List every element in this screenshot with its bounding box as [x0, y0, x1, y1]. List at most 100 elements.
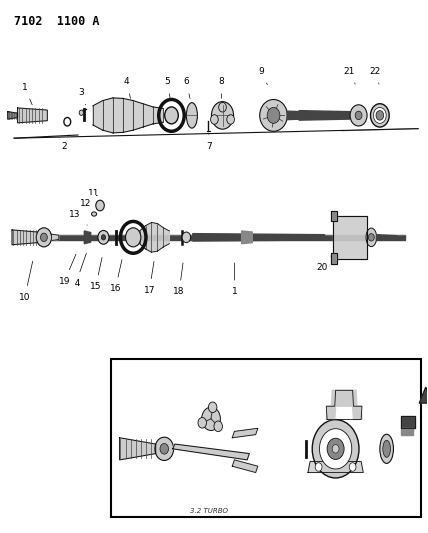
Polygon shape	[163, 228, 169, 247]
Circle shape	[165, 107, 178, 124]
Polygon shape	[103, 98, 113, 133]
Polygon shape	[308, 462, 363, 473]
Text: 30: 30	[281, 406, 294, 415]
Polygon shape	[119, 438, 156, 460]
Text: 14: 14	[70, 253, 86, 288]
Ellipse shape	[383, 440, 390, 457]
Polygon shape	[143, 104, 153, 127]
Polygon shape	[326, 406, 336, 419]
Polygon shape	[353, 406, 362, 419]
Polygon shape	[23, 235, 405, 240]
Text: 19: 19	[59, 254, 76, 286]
Text: 12: 12	[80, 199, 96, 216]
Text: 1: 1	[22, 83, 32, 105]
Polygon shape	[232, 429, 258, 438]
Circle shape	[332, 445, 339, 453]
Circle shape	[267, 108, 280, 123]
Text: 13: 13	[69, 210, 87, 225]
Circle shape	[312, 419, 359, 478]
Circle shape	[101, 235, 106, 240]
Text: 2: 2	[62, 135, 68, 151]
Polygon shape	[333, 216, 367, 259]
Text: 24: 24	[152, 449, 169, 463]
Text: 22: 22	[369, 67, 380, 84]
Circle shape	[371, 104, 389, 127]
Circle shape	[208, 402, 217, 413]
Ellipse shape	[380, 434, 393, 463]
Circle shape	[182, 232, 190, 243]
Circle shape	[227, 115, 235, 124]
Circle shape	[376, 111, 383, 120]
FancyBboxPatch shape	[111, 359, 421, 517]
Ellipse shape	[366, 228, 377, 247]
Circle shape	[211, 115, 218, 124]
Circle shape	[79, 110, 83, 115]
Polygon shape	[123, 99, 133, 132]
Polygon shape	[331, 390, 357, 406]
Circle shape	[96, 200, 104, 211]
Polygon shape	[152, 222, 158, 252]
Text: 26: 26	[271, 477, 285, 492]
Polygon shape	[401, 416, 415, 429]
Polygon shape	[93, 101, 103, 130]
Ellipse shape	[186, 103, 197, 128]
Polygon shape	[140, 225, 146, 249]
Circle shape	[202, 407, 220, 431]
Polygon shape	[18, 108, 48, 123]
Circle shape	[41, 233, 48, 241]
Polygon shape	[146, 222, 152, 252]
Ellipse shape	[260, 100, 287, 131]
Text: 3.2 TURBO: 3.2 TURBO	[190, 508, 228, 514]
Circle shape	[315, 463, 322, 471]
Text: 27: 27	[331, 471, 345, 487]
Circle shape	[155, 437, 174, 461]
Text: 10: 10	[19, 261, 33, 302]
Text: 16: 16	[110, 260, 122, 293]
Text: 20: 20	[317, 253, 333, 272]
Circle shape	[355, 111, 362, 119]
Polygon shape	[158, 223, 163, 251]
Polygon shape	[84, 231, 91, 244]
Polygon shape	[193, 233, 324, 241]
Text: 28: 28	[347, 448, 358, 458]
Text: 15: 15	[90, 257, 102, 291]
Text: 29: 29	[358, 417, 369, 426]
Polygon shape	[133, 101, 143, 130]
Circle shape	[350, 105, 367, 126]
Circle shape	[211, 102, 234, 129]
Text: 6: 6	[184, 77, 190, 99]
Polygon shape	[331, 211, 337, 221]
Text: 3: 3	[78, 88, 86, 105]
Text: 23: 23	[182, 474, 195, 492]
Polygon shape	[419, 387, 428, 403]
Polygon shape	[377, 235, 397, 240]
Text: 5: 5	[164, 77, 170, 99]
Circle shape	[160, 443, 169, 454]
Polygon shape	[51, 234, 59, 240]
Circle shape	[369, 233, 374, 241]
Text: 17: 17	[144, 261, 155, 295]
Circle shape	[349, 463, 356, 471]
Text: 21: 21	[344, 67, 355, 84]
Text: 8: 8	[219, 77, 225, 98]
Polygon shape	[113, 98, 123, 133]
Text: 25: 25	[250, 482, 265, 498]
Circle shape	[214, 421, 223, 432]
Polygon shape	[331, 253, 337, 264]
Circle shape	[219, 102, 226, 112]
Polygon shape	[232, 460, 258, 473]
Text: 4: 4	[124, 77, 131, 99]
Text: 7: 7	[206, 135, 212, 151]
Circle shape	[327, 438, 344, 459]
Polygon shape	[242, 231, 252, 244]
Polygon shape	[12, 230, 38, 245]
Text: 1: 1	[232, 263, 237, 296]
Text: 31: 31	[124, 480, 143, 496]
Text: 7102  1100 A: 7102 1100 A	[14, 14, 100, 28]
Polygon shape	[153, 107, 163, 124]
Ellipse shape	[92, 212, 97, 216]
Circle shape	[36, 228, 51, 247]
Text: 9: 9	[259, 67, 268, 85]
Circle shape	[98, 230, 109, 244]
Polygon shape	[401, 429, 413, 434]
